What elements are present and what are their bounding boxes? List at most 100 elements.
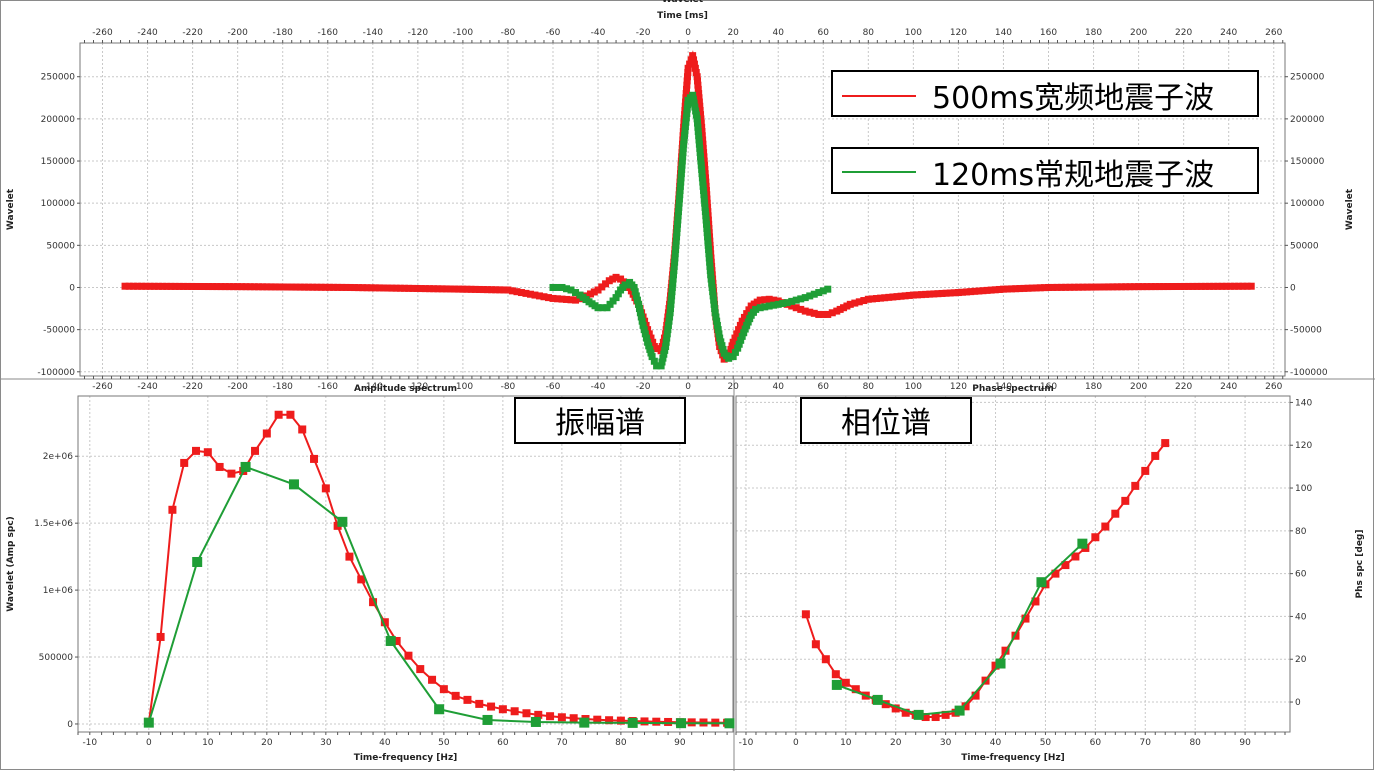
data-point: [1077, 538, 1088, 549]
data-point: [704, 233, 712, 241]
y-tick-label: -50000: [43, 326, 75, 336]
y-axis-label: Wavelet: [6, 188, 16, 230]
data-point: [698, 170, 706, 178]
data-point: [298, 425, 307, 434]
data-point: [995, 658, 1006, 669]
x-tick-label-top: -220: [182, 28, 203, 38]
data-point: [711, 309, 719, 317]
x-tick-label: 0: [793, 738, 799, 748]
x-tick-label-top: 240: [1220, 28, 1237, 38]
x-tick-label-top: -120: [408, 28, 429, 38]
data-point: [675, 199, 683, 207]
data-point: [203, 448, 212, 457]
data-point: [864, 295, 872, 303]
data-point: [700, 195, 708, 203]
data-point: [983, 286, 991, 294]
y-tick-label: 1.5e+06: [34, 519, 73, 529]
data-point: [682, 90, 690, 98]
data-point: [668, 288, 676, 296]
data-point: [342, 283, 350, 291]
data-point: [498, 705, 507, 714]
data-point: [736, 321, 744, 329]
data-point: [217, 283, 225, 291]
data-point: [731, 348, 739, 356]
data-point: [367, 284, 375, 292]
x-tick-label: 80: [1189, 738, 1201, 748]
x-tick-label: -100: [453, 382, 474, 392]
data-point: [666, 313, 674, 321]
x-tick-label-top: 80: [863, 28, 875, 38]
data-point: [439, 685, 448, 694]
x-tick-label: 50: [438, 738, 450, 748]
y-tick-label-right: -100000: [1290, 368, 1328, 378]
data-point: [676, 182, 684, 190]
data-point: [674, 216, 682, 224]
data-point: [719, 345, 727, 353]
data-point: [716, 334, 724, 342]
x-tick-label-top: -100: [453, 28, 474, 38]
y-tick-label-right: 120: [1295, 441, 1312, 451]
x-tick-label-top: 180: [1085, 28, 1102, 38]
data-point: [598, 283, 606, 291]
data-point: [783, 299, 791, 307]
data-point: [1218, 282, 1226, 290]
data-point: [434, 285, 442, 293]
data-point: [446, 285, 454, 293]
panel-title: Amplitude spectrum: [354, 384, 457, 394]
y-tick-label-right: 0: [1290, 283, 1296, 293]
data-point: [851, 299, 859, 307]
data-point: [885, 293, 893, 301]
data-point: [380, 284, 388, 292]
data-point: [979, 287, 987, 295]
data-point: [701, 199, 709, 207]
data-point: [674, 220, 682, 228]
data-point: [995, 285, 1003, 293]
data-point: [729, 338, 737, 346]
data-point: [156, 632, 165, 641]
data-point: [642, 334, 650, 342]
data-point: [1051, 569, 1060, 578]
x-tick-label: -20: [636, 382, 651, 392]
x-tick-label: 80: [615, 738, 627, 748]
grid: [80, 43, 1285, 376]
data-point: [227, 469, 236, 478]
data-point: [693, 73, 701, 81]
data-point: [801, 307, 809, 315]
data-point: [710, 296, 718, 304]
data-point: [535, 292, 543, 300]
data-point: [670, 262, 678, 270]
x-tick-label-top: 260: [1265, 28, 1282, 38]
data-point: [309, 283, 317, 291]
data-point: [702, 220, 710, 228]
data-point: [679, 149, 687, 157]
data-point: [941, 710, 950, 719]
data-point: [698, 165, 706, 173]
data-point: [1172, 282, 1180, 290]
data-point: [698, 123, 706, 131]
data-point: [690, 56, 698, 64]
data-point: [713, 317, 721, 325]
x-tick-label: 40: [990, 738, 1002, 748]
data-point: [1231, 282, 1239, 290]
data-point: [694, 119, 702, 127]
data-point: [375, 284, 383, 292]
data-point: [695, 94, 703, 102]
data-point: [549, 283, 557, 291]
data-point: [1053, 283, 1061, 291]
data-point: [683, 105, 691, 113]
data-point: [672, 246, 680, 254]
data-point: [488, 286, 496, 294]
x-tick-label: -180: [272, 382, 293, 392]
data-point: [811, 640, 820, 649]
data-point: [700, 187, 708, 195]
data-point: [1139, 283, 1147, 291]
data-point: [893, 293, 901, 301]
data-point: [630, 283, 638, 291]
data-point: [975, 287, 983, 295]
data-point: [647, 349, 655, 357]
data-point: [274, 410, 283, 419]
data-point: [396, 284, 404, 292]
data-point: [1130, 283, 1138, 291]
data-point: [292, 283, 300, 291]
